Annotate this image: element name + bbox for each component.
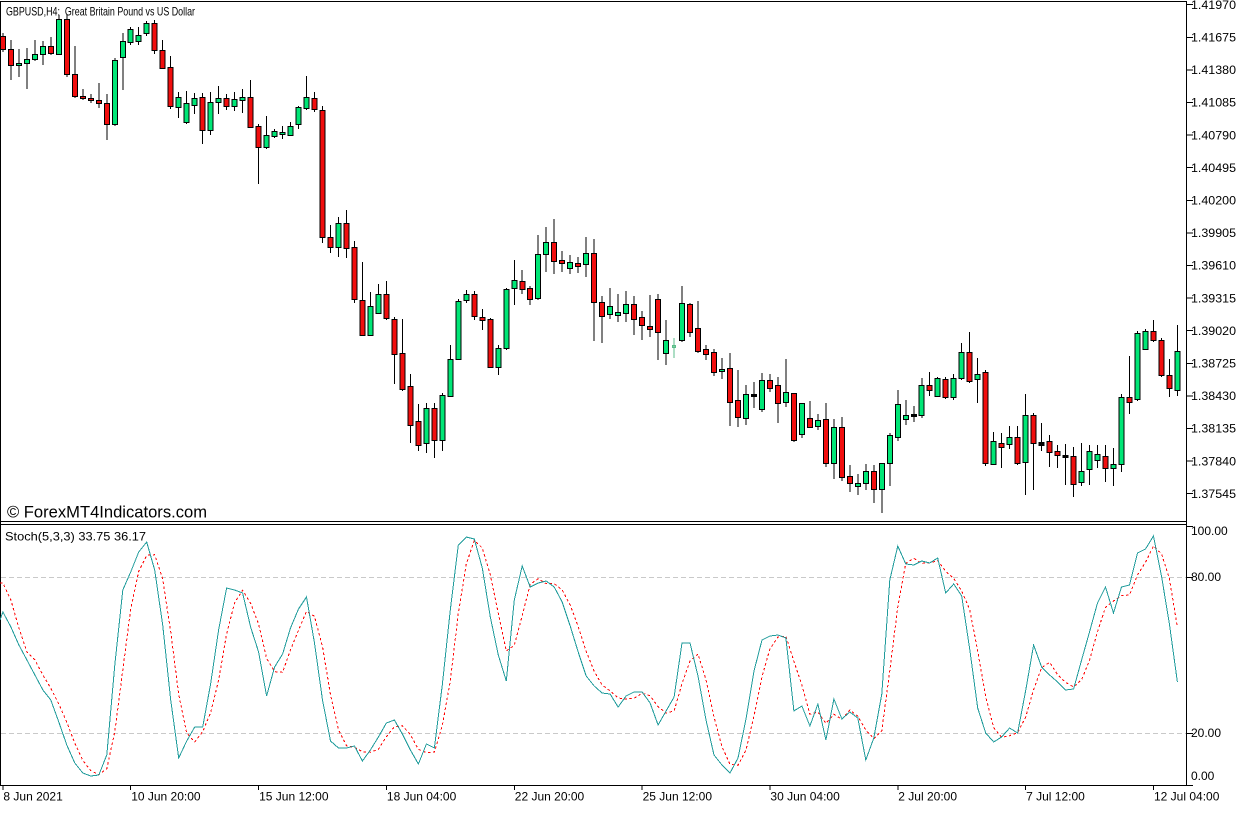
svg-text:1.40790: 1.40790 bbox=[1191, 128, 1236, 142]
svg-text:8 Jun 2021: 8 Jun 2021 bbox=[3, 790, 63, 804]
svg-text:1.39610: 1.39610 bbox=[1191, 259, 1236, 273]
svg-text:1.39905: 1.39905 bbox=[1191, 226, 1236, 240]
svg-text:10 Jun 20:00: 10 Jun 20:00 bbox=[131, 790, 201, 804]
svg-text:100.00: 100.00 bbox=[1191, 524, 1228, 538]
svg-text:15 Jun 12:00: 15 Jun 12:00 bbox=[259, 790, 329, 804]
svg-text:1.37840: 1.37840 bbox=[1191, 454, 1236, 468]
svg-text:1.38430: 1.38430 bbox=[1191, 389, 1236, 403]
svg-text:1.40200: 1.40200 bbox=[1191, 194, 1236, 208]
svg-text:1.38725: 1.38725 bbox=[1191, 357, 1236, 371]
svg-text:1.38135: 1.38135 bbox=[1191, 422, 1236, 436]
svg-text:1.41380: 1.41380 bbox=[1191, 63, 1236, 77]
svg-text:1.39020: 1.39020 bbox=[1191, 324, 1236, 338]
svg-text:1.41970: 1.41970 bbox=[1191, 0, 1236, 12]
svg-text:7 Jul 12:00: 7 Jul 12:00 bbox=[1026, 790, 1085, 804]
svg-text:25 Jun 12:00: 25 Jun 12:00 bbox=[643, 790, 713, 804]
svg-text:Stoch(5,3,3) 33.75 36.17: Stoch(5,3,3) 33.75 36.17 bbox=[5, 530, 146, 544]
svg-text:22 Jun 20:00: 22 Jun 20:00 bbox=[515, 790, 585, 804]
svg-text:20.00: 20.00 bbox=[1191, 726, 1221, 740]
svg-text:1.41085: 1.41085 bbox=[1191, 96, 1236, 110]
svg-text:12 Jul 04:00: 12 Jul 04:00 bbox=[1154, 790, 1220, 804]
svg-text:1.40495: 1.40495 bbox=[1191, 161, 1236, 175]
svg-text:80.00: 80.00 bbox=[1191, 570, 1221, 584]
svg-text:© ForexMT4Indicators.com: © ForexMT4Indicators.com bbox=[7, 503, 207, 522]
svg-text:1.37545: 1.37545 bbox=[1191, 487, 1236, 501]
svg-text:18 Jun 04:00: 18 Jun 04:00 bbox=[387, 790, 457, 804]
svg-text:1.41675: 1.41675 bbox=[1191, 31, 1236, 45]
svg-text:GBPUSD,H4: Great Britain Poun: GBPUSD,H4: Great Britain Pound vs US Dol… bbox=[6, 5, 195, 19]
svg-text:30 Jun 04:00: 30 Jun 04:00 bbox=[770, 790, 840, 804]
svg-text:0.00: 0.00 bbox=[1191, 769, 1215, 783]
svg-text:1.39315: 1.39315 bbox=[1191, 291, 1236, 305]
svg-text:2 Jul 20:00: 2 Jul 20:00 bbox=[898, 790, 957, 804]
